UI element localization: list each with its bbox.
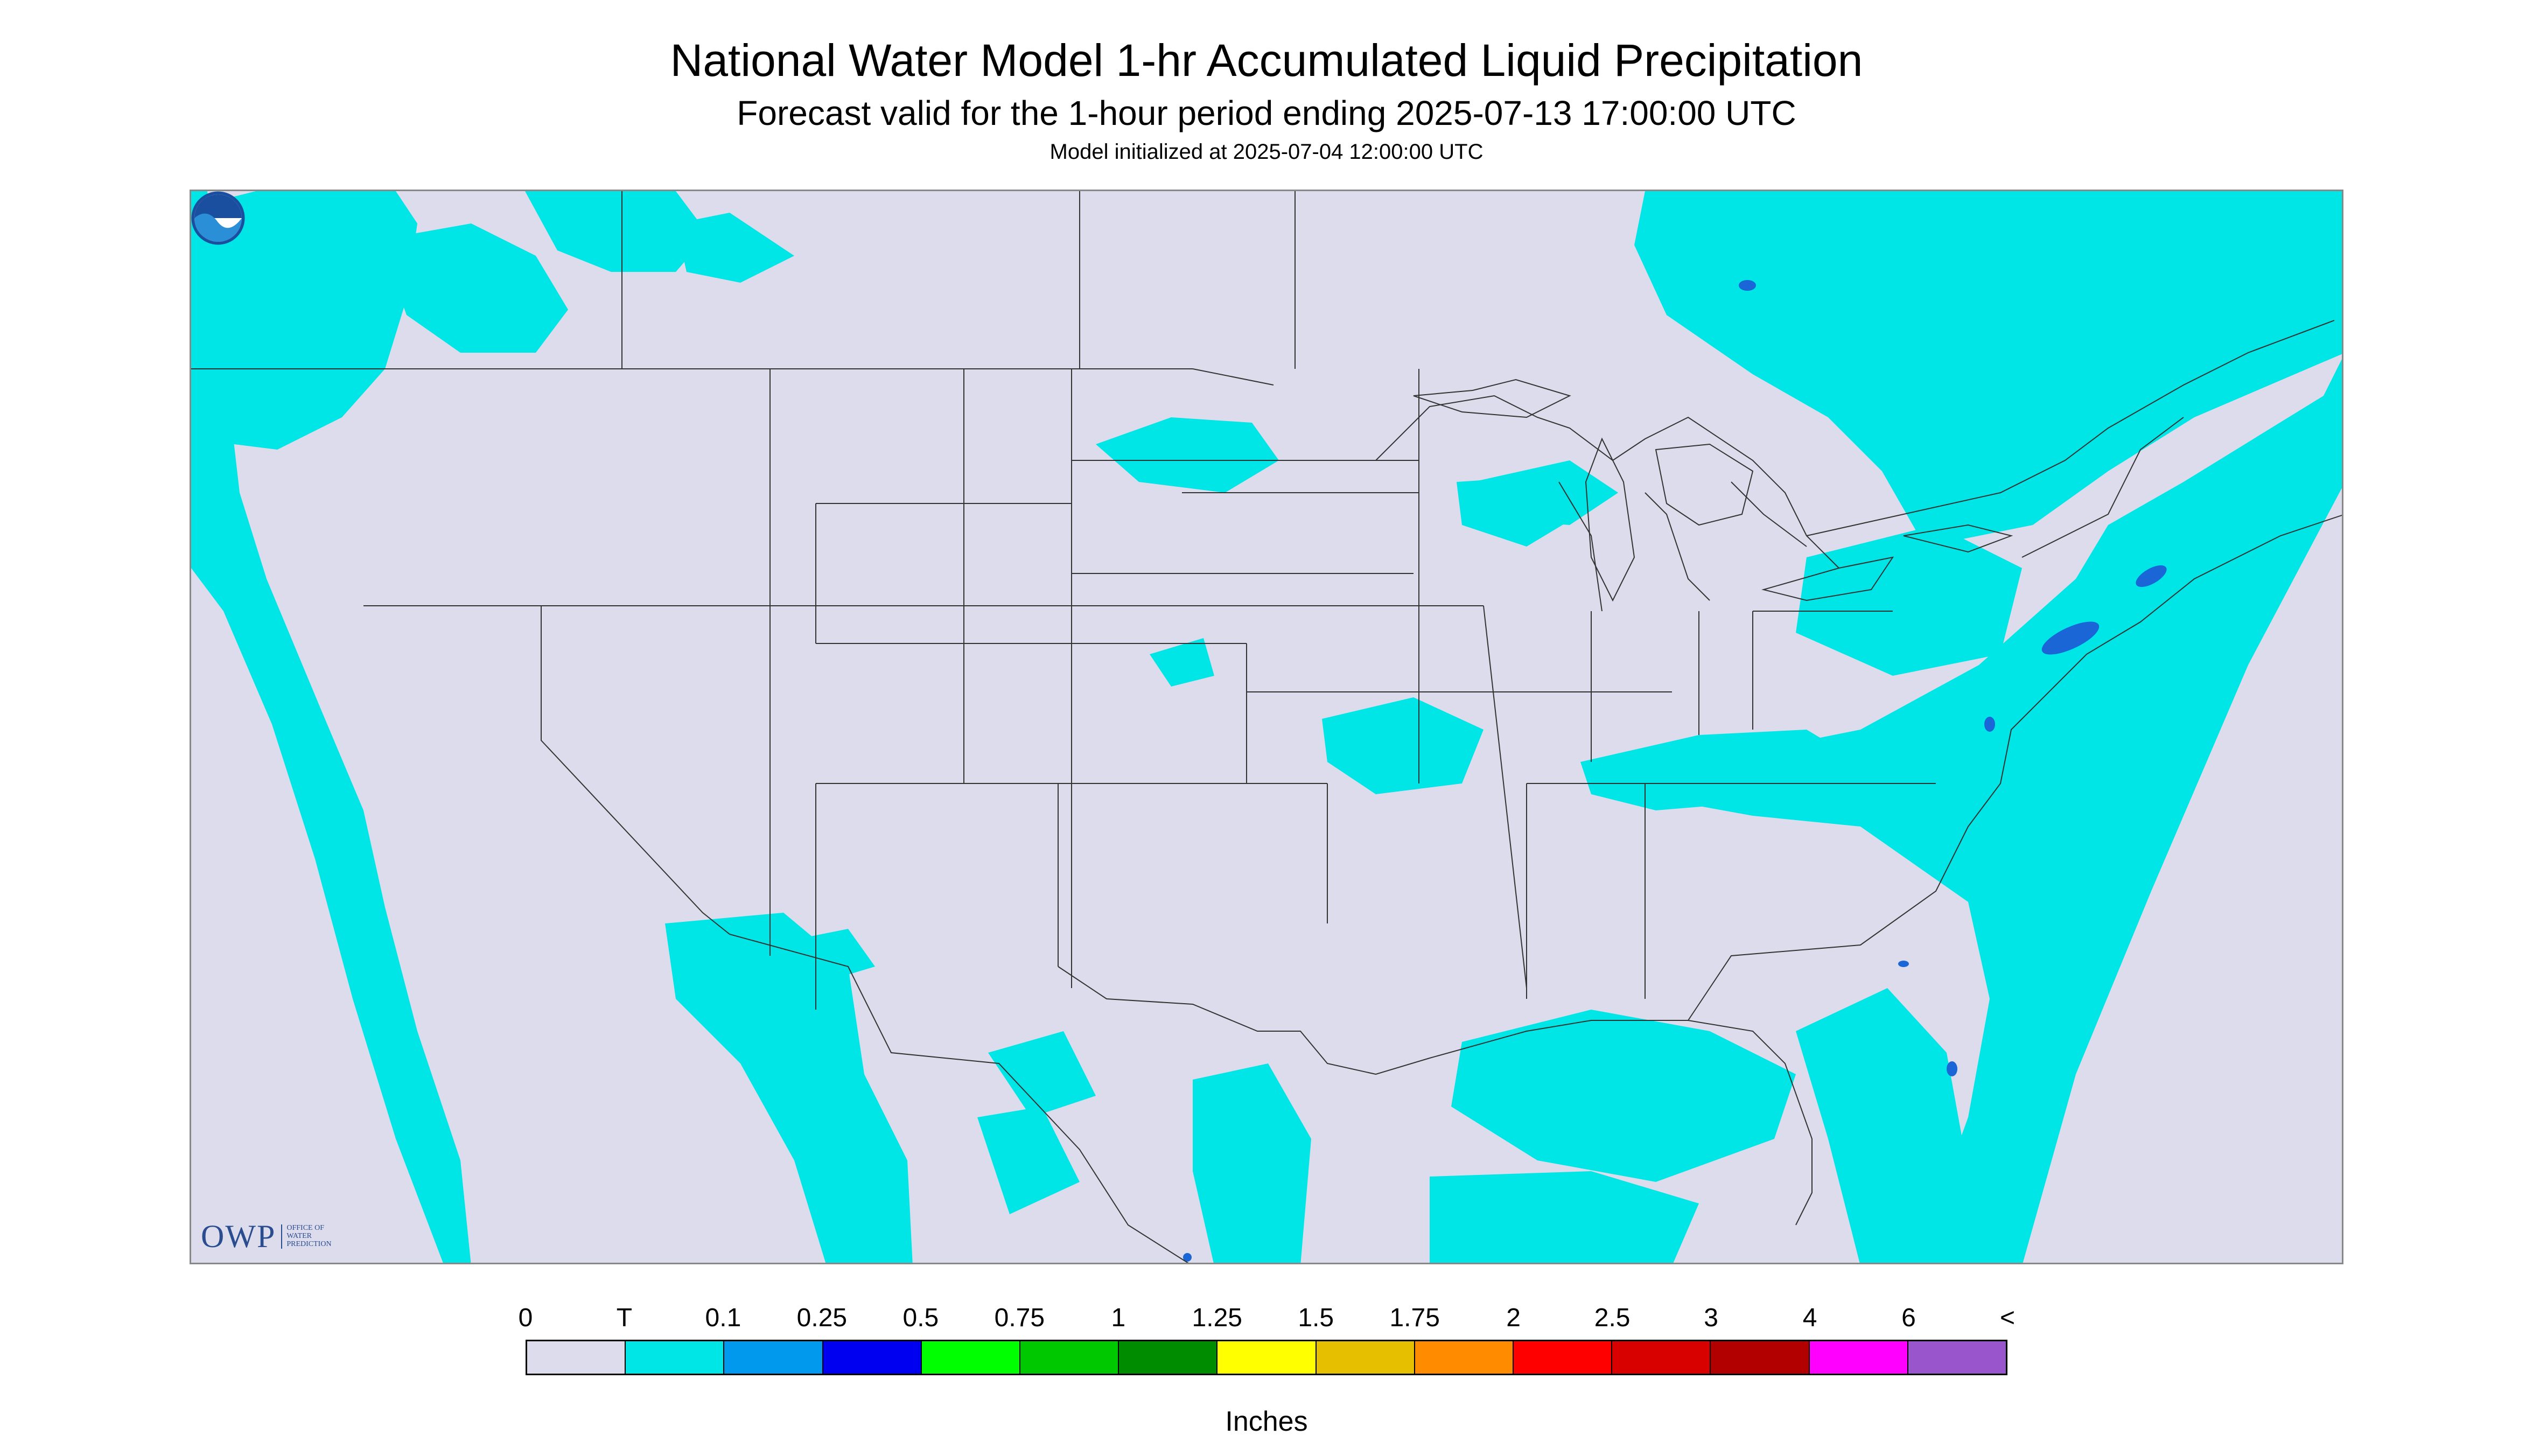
state-boundaries: [191, 191, 2342, 1263]
noaa-icon: [191, 191, 245, 245]
legend-label: 2.5: [1594, 1304, 1631, 1332]
legend-label: 0.1: [705, 1304, 741, 1332]
legend-units: Inches: [1225, 1406, 1308, 1437]
model-init-time: Model initialized at 2025-07-04 12:00:00…: [1049, 140, 1484, 164]
map-title: National Water Model 1-hr Accumulated Li…: [670, 35, 1863, 86]
legend-swatch: [1316, 1341, 1415, 1374]
legend-label: <: [1999, 1304, 2016, 1332]
owp-logo-text: OFFICE OF WATER PREDICTION: [281, 1224, 332, 1249]
legend-swatch: [1612, 1341, 1711, 1374]
legend-swatch: [1908, 1341, 2006, 1374]
legend-label: 3: [1704, 1304, 1718, 1332]
precipitation-map: OWP OFFICE OF WATER PREDICTION: [190, 190, 2343, 1264]
legend-label: 2: [1506, 1304, 1521, 1332]
legend-label: 1.25: [1192, 1304, 1242, 1332]
legend-color-bar: [526, 1340, 2007, 1375]
legend-label: 0.75: [994, 1304, 1045, 1332]
legend-swatch: [527, 1341, 626, 1374]
legend-swatch: [1020, 1341, 1119, 1374]
legend-swatch: [1217, 1341, 1317, 1374]
legend-swatch: [1514, 1341, 1613, 1374]
legend-swatch: [1415, 1341, 1514, 1374]
precip-legend: 0 T 0.1 0.25 0.5 0.75 1 1.25 1.5 1.75 2 2.5 3 4 6 <: [519, 1303, 2015, 1375]
legend-label: 0: [518, 1304, 533, 1332]
owp-logo-line-3: PREDICTION: [286, 1240, 332, 1248]
legend-label: 1.75: [1389, 1304, 1440, 1332]
legend-label: 6: [1901, 1304, 1916, 1332]
legend-labels: 0 T 0.1 0.25 0.5 0.75 1 1.25 1.5 1.75 2 2.5 3 4 6 <: [519, 1303, 2015, 1335]
legend-label: 0.25: [796, 1304, 848, 1332]
owp-logo: OWP OFFICE OF WATER PREDICTION: [201, 1218, 332, 1255]
legend-swatch: [823, 1341, 922, 1374]
legend-swatch: [921, 1341, 1021, 1374]
map-canvas: [191, 191, 2342, 1263]
great-lakes: [1413, 379, 2013, 602]
legend-swatch: [724, 1341, 823, 1374]
owp-logo-line-1: OFFICE OF: [286, 1224, 324, 1233]
precip-areas: [191, 191, 2342, 1263]
legend-label: 4: [1802, 1304, 1817, 1332]
forecast-valid-time: Forecast valid for the 1-hour period end…: [737, 94, 1796, 132]
legend-swatch: [1809, 1341, 1908, 1374]
legend-swatch: [1711, 1341, 1810, 1374]
legend-swatch: [626, 1341, 725, 1374]
owp-logo-line-2: WATER: [286, 1232, 312, 1241]
legend-label: 0.5: [902, 1304, 939, 1332]
owp-logo-mark: OWP: [201, 1219, 276, 1254]
heavy-precip-areas: [1183, 280, 2167, 1262]
legend-label: 1.5: [1298, 1304, 1334, 1332]
legend-label: T: [616, 1304, 633, 1332]
legend-swatch: [1119, 1341, 1218, 1374]
legend-label: 1: [1111, 1304, 1126, 1332]
